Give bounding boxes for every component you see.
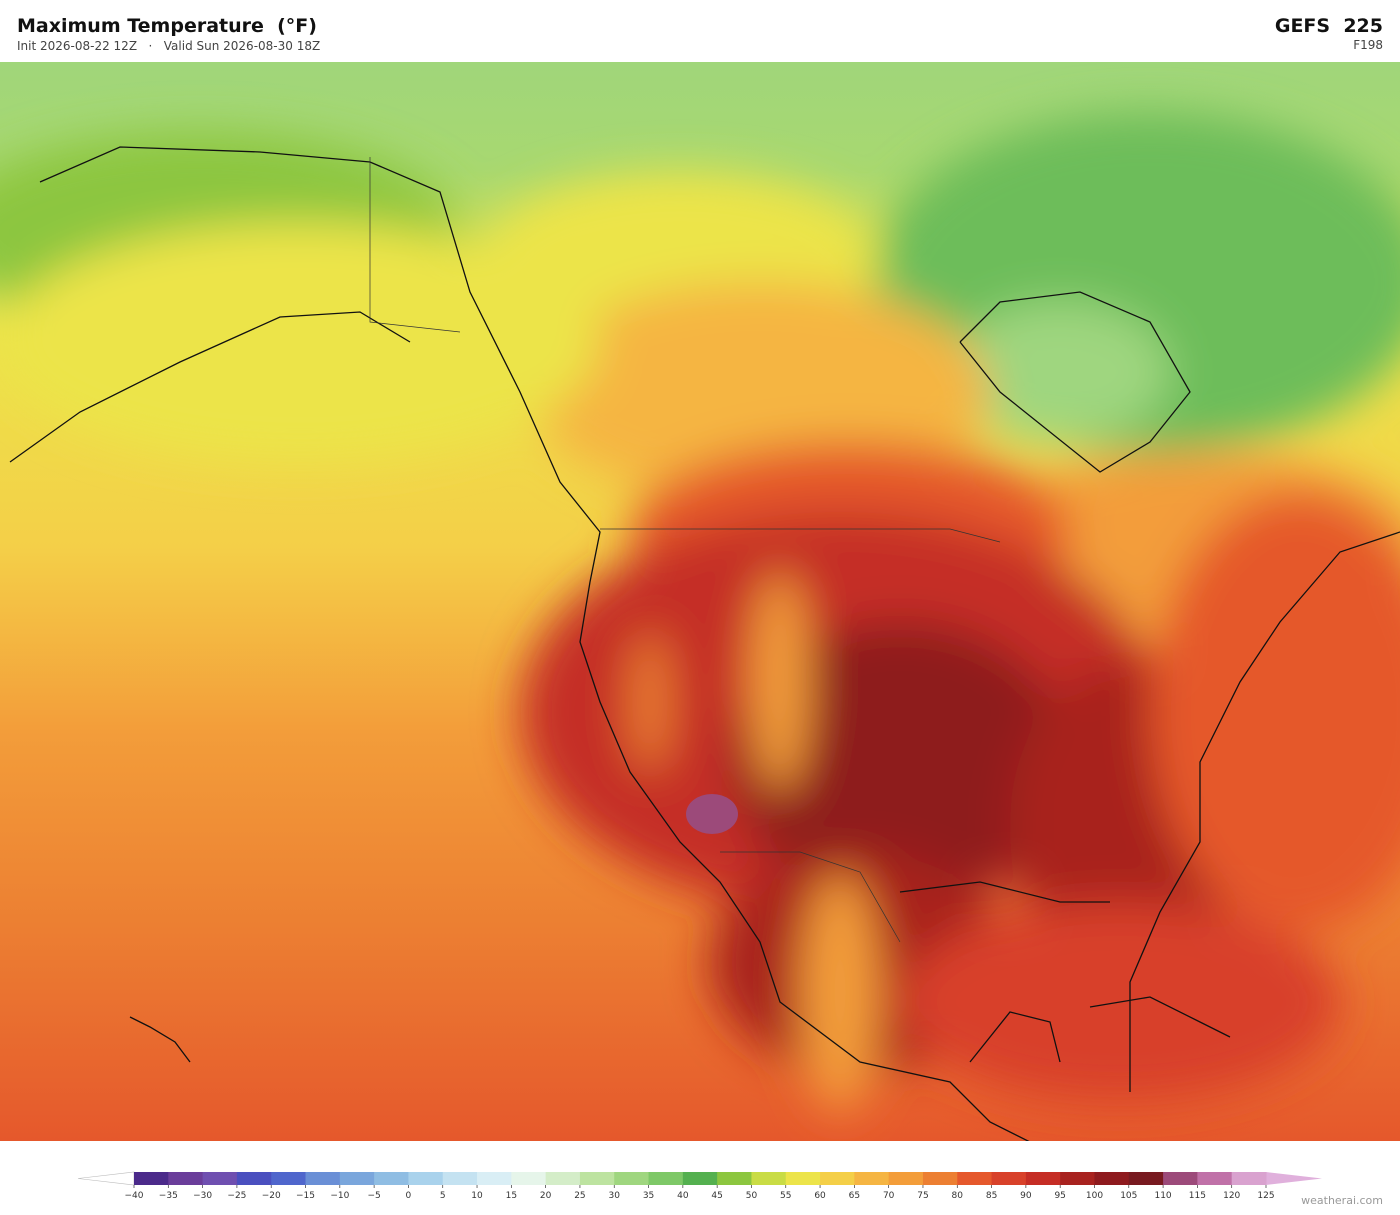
colorbar-tick-label: −10 bbox=[330, 1191, 349, 1201]
colorbar: −40 −35 −30 −25 −20 −15 −10 −5 0 5 10 15 20 25 30 35 40 4… bbox=[77, 1171, 1322, 1201]
colorbar-segment bbox=[511, 1172, 547, 1185]
colorbar-tick-label: 95 bbox=[1054, 1191, 1065, 1201]
colorbar-under bbox=[77, 1171, 135, 1186]
colorbar-segment bbox=[717, 1172, 752, 1185]
colorbar-segment bbox=[168, 1172, 204, 1185]
colorbar-segment bbox=[408, 1172, 444, 1185]
colorbar-segment bbox=[1060, 1172, 1095, 1185]
subtitle: Init 2026-08-22 12Z · Valid Sun 2026-08-… bbox=[17, 39, 320, 53]
colorbar-segment bbox=[957, 1172, 993, 1185]
colorbar-segment bbox=[339, 1172, 375, 1185]
colorbar-segment bbox=[1197, 1172, 1233, 1185]
colorbar-segment bbox=[236, 1172, 272, 1185]
colorbar-tick-label: 20 bbox=[540, 1191, 552, 1201]
colorbar-segment bbox=[545, 1172, 581, 1185]
valid-time: Valid Sun 2026-08-30 18Z bbox=[163, 39, 321, 53]
colorbar-segment bbox=[922, 1172, 958, 1185]
colorbar-tick-label: 35 bbox=[643, 1191, 654, 1201]
colorbar-tick-label: 90 bbox=[1020, 1191, 1032, 1201]
temperature-map bbox=[0, 62, 1400, 1141]
colorbar-tick-label: 60 bbox=[814, 1191, 826, 1201]
colorbar-segment bbox=[820, 1172, 855, 1185]
colorbar-segment bbox=[751, 1172, 787, 1185]
colorbar-tick-label: 0 bbox=[406, 1191, 412, 1201]
colorbar-segment bbox=[854, 1172, 890, 1185]
colorbar-segment bbox=[134, 1172, 169, 1185]
colorbar-over bbox=[1266, 1172, 1322, 1185]
colorbar-tick-label: 105 bbox=[1120, 1191, 1137, 1201]
colorbar-tick-label: −30 bbox=[193, 1191, 212, 1201]
colorbar-segment bbox=[614, 1172, 650, 1185]
map-title: Maximum Temperature (°F) bbox=[17, 15, 317, 37]
model-name: GEFS 225 bbox=[1274, 15, 1383, 37]
colorbar-segment bbox=[1094, 1172, 1130, 1185]
colorbar-tick-label: −20 bbox=[262, 1191, 281, 1201]
colorbar-tick-label: 55 bbox=[780, 1191, 791, 1201]
colorbar-segment bbox=[374, 1172, 409, 1185]
separator: · bbox=[148, 39, 153, 53]
colorbar-tick-label: 110 bbox=[1154, 1191, 1171, 1201]
colorbar-tick-label: 45 bbox=[711, 1191, 722, 1201]
colorbar-segment bbox=[477, 1172, 512, 1185]
colorbar-tick-label: −35 bbox=[159, 1191, 178, 1201]
colorbar-tick-label: 100 bbox=[1086, 1191, 1103, 1201]
colorbar-segment bbox=[305, 1172, 341, 1185]
colorbar-segment bbox=[271, 1172, 307, 1185]
colorbar-segment bbox=[991, 1172, 1027, 1185]
colorbar-segment bbox=[648, 1172, 684, 1185]
colorbar-tick-label: 15 bbox=[506, 1191, 517, 1201]
colorbar-tick-label: 125 bbox=[1257, 1191, 1274, 1201]
colorbar-tick-label: 65 bbox=[849, 1191, 860, 1201]
colorbar-tick-label: 70 bbox=[883, 1191, 895, 1201]
colorbar-segment bbox=[202, 1172, 238, 1185]
colorbar-tick-label: 5 bbox=[440, 1191, 446, 1201]
colorbar-tick-label: −25 bbox=[227, 1191, 246, 1201]
colorbar-tick-label: 40 bbox=[677, 1191, 689, 1201]
colorbar-tick-label: 85 bbox=[986, 1191, 997, 1201]
colorbar-segment bbox=[888, 1172, 924, 1185]
colorbar-tick-label: 10 bbox=[471, 1191, 483, 1201]
forecast-hour: F198 bbox=[1353, 38, 1383, 52]
colorbar-tick-label: −5 bbox=[367, 1191, 380, 1201]
colorbar-tick-label: −40 bbox=[125, 1191, 144, 1201]
colorbar-segment bbox=[1128, 1172, 1164, 1185]
watermark: weatherai.com bbox=[1301, 1194, 1383, 1207]
colorbar-segment bbox=[1163, 1172, 1198, 1185]
colorbar-segment bbox=[579, 1172, 615, 1185]
colorbar-segment bbox=[1025, 1172, 1061, 1185]
colorbar-tick-label: 30 bbox=[609, 1191, 621, 1201]
colorbar-tick-label: 80 bbox=[952, 1191, 964, 1201]
borders bbox=[369, 157, 1001, 943]
coastlines bbox=[9, 146, 1400, 1141]
colorbar-tick-label: 115 bbox=[1189, 1191, 1206, 1201]
hot-spot bbox=[686, 794, 738, 834]
colorbar-tick-label: −15 bbox=[296, 1191, 315, 1201]
colorbar-segment bbox=[1231, 1172, 1267, 1185]
colorbar-segment bbox=[682, 1172, 718, 1185]
colorbar-tick-label: 120 bbox=[1223, 1191, 1240, 1201]
colorbar-tick-label: 50 bbox=[746, 1191, 758, 1201]
colorbar-tick-label: 25 bbox=[574, 1191, 585, 1201]
init-time: Init 2026-08-22 12Z bbox=[17, 39, 138, 53]
header: Maximum Temperature (°F) Init 2026-08-22… bbox=[0, 0, 1400, 62]
colorbar-tick-label: 75 bbox=[917, 1191, 928, 1201]
colorbar-segment bbox=[785, 1172, 821, 1185]
colorbar-segment bbox=[442, 1172, 478, 1185]
temperature-field bbox=[0, 112, 1400, 1112]
